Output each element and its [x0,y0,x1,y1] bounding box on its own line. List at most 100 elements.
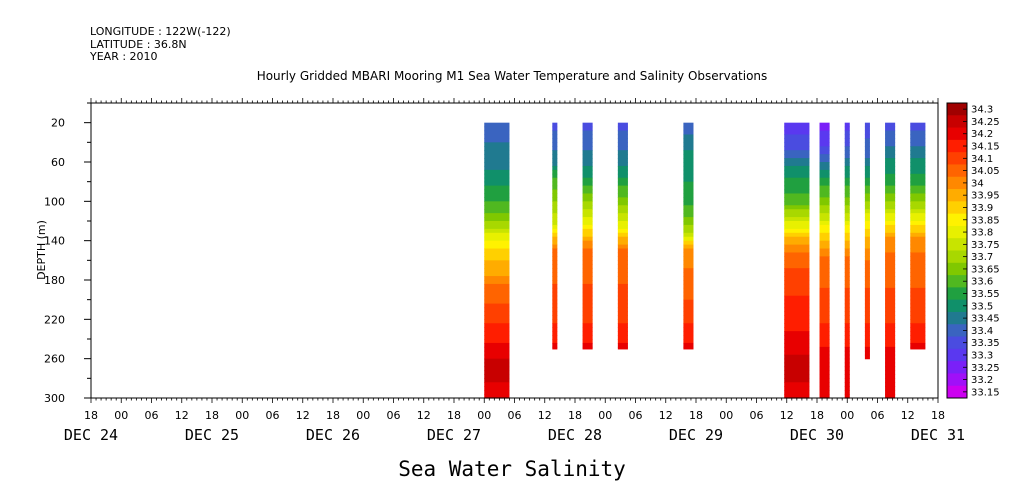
salinity-cell [910,185,926,191]
salinity-cell [910,138,926,143]
salinity-cell [683,189,694,195]
salinity-cell [582,291,593,297]
salinity-cell [582,154,593,159]
salinity-cell [910,162,926,167]
salinity-cell [844,390,850,395]
salinity-cell [617,130,628,136]
colorbar-label: 34.05 [971,166,1000,177]
salinity-cell [784,240,810,246]
salinity-cell [864,248,870,254]
salinity-cell [819,130,830,136]
salinity-cell [484,327,510,332]
salinity-cell [885,331,896,336]
salinity-cell [784,252,810,257]
salinity-cell [864,331,870,336]
x-day-label: DEC 31 [911,426,965,444]
salinity-cell [484,173,510,179]
colorbar-swatch [947,176,967,190]
salinity-cell [484,256,510,261]
salinity-cell [844,252,850,257]
salinity-cell [819,252,830,257]
salinity-cell [784,169,810,175]
longitude-label: LONGITUDE : 122W(-122) [90,25,231,38]
x-hour-label: 18 [205,409,219,422]
salinity-cell [784,138,810,143]
colorbar-swatch [947,213,967,227]
salinity-cell [484,287,510,293]
salinity-cell [864,232,870,238]
salinity-cell [582,248,593,254]
colorbar-label: 33.4 [971,326,993,337]
salinity-cell [582,280,593,285]
salinity-cell [484,189,510,195]
salinity-cell [885,311,896,316]
salinity-cell [864,158,870,163]
salinity-cell [582,177,593,183]
salinity-cell [552,173,558,179]
salinity-cell [784,382,810,387]
salinity-cell [617,138,628,143]
salinity-cell [484,319,510,324]
salinity-cell [552,232,558,238]
colorbar-label: 33.2 [971,375,993,386]
salinity-cell [484,177,510,183]
salinity-cell [864,130,870,136]
colorbar-swatch [947,287,967,301]
year-label: YEAR : 2010 [89,50,158,63]
salinity-cell [784,268,810,273]
salinity-cell [683,272,694,277]
salinity-cell [844,193,850,198]
salinity-cell [552,268,558,273]
salinity-cell [617,177,628,183]
salinity-cell [617,169,628,175]
salinity-cell [864,201,870,206]
salinity-cell [885,150,896,155]
salinity-cell [484,331,510,336]
salinity-cell [683,138,694,143]
salinity-cell [784,342,810,348]
salinity-cell [617,268,628,273]
salinity-cell [784,221,810,226]
x-hour-label: 12 [296,409,310,422]
x-hour-label: 06 [871,409,885,422]
salinity-cell [784,162,810,167]
salinity-cell [819,256,830,261]
salinity-cell [582,150,593,155]
salinity-cell [885,177,896,183]
salinity-cell [784,142,810,147]
salinity-cell [885,283,896,289]
salinity-cell [552,236,558,242]
colorbar-swatch [947,152,967,165]
salinity-cell [819,307,830,313]
salinity-cell [484,295,510,301]
salinity-cell [552,307,558,313]
salinity-cell [617,224,628,230]
salinity-cell [885,193,896,198]
salinity-cell [683,169,694,175]
x-hour-label: 06 [629,409,643,422]
salinity-cell [552,177,558,183]
x-day-label: DEC 29 [669,426,723,444]
salinity-cell [552,165,558,171]
salinity-cell [617,283,628,289]
salinity-cell [910,323,926,328]
salinity-cell [910,240,926,246]
salinity-cell [582,138,593,143]
colorbar-swatch [947,262,967,276]
salinity-cell [885,382,896,387]
salinity-cell [683,217,694,222]
salinity-cell [582,244,593,250]
salinity-cell [784,224,810,230]
salinity-cell [864,138,870,143]
salinity-cell [864,346,870,352]
salinity-cell [552,158,558,163]
salinity-cell [683,342,694,348]
x-hour-label: 12 [659,409,673,422]
salinity-cell [885,217,896,222]
salinity-cell [864,339,870,344]
x-day-label: DEC 25 [185,426,239,444]
salinity-cell [910,307,926,313]
salinity-cell [552,146,558,151]
salinity-cell [582,295,593,301]
salinity-cell [784,185,810,191]
